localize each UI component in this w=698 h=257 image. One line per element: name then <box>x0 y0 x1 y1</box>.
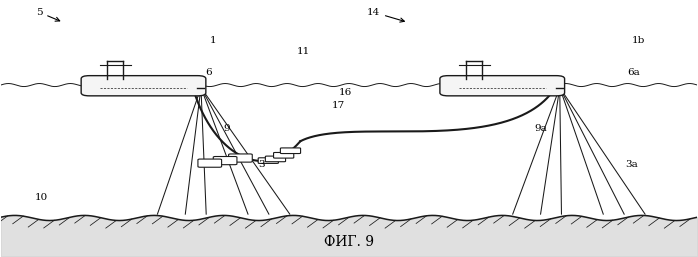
Text: ФИГ. 9: ФИГ. 9 <box>324 235 374 249</box>
Text: 10: 10 <box>34 193 47 202</box>
FancyBboxPatch shape <box>281 148 301 153</box>
FancyBboxPatch shape <box>198 159 221 167</box>
Text: 14: 14 <box>366 8 404 22</box>
FancyBboxPatch shape <box>214 157 237 165</box>
FancyBboxPatch shape <box>228 154 252 162</box>
Text: 9a: 9a <box>534 124 547 133</box>
FancyBboxPatch shape <box>258 158 279 163</box>
Text: 16: 16 <box>339 88 352 97</box>
Text: 11: 11 <box>297 47 311 56</box>
Text: 5: 5 <box>36 8 60 21</box>
FancyBboxPatch shape <box>265 156 285 162</box>
Text: 17: 17 <box>332 101 346 110</box>
Text: 1b: 1b <box>632 36 645 45</box>
FancyBboxPatch shape <box>440 76 565 96</box>
FancyBboxPatch shape <box>274 152 294 158</box>
Text: 3: 3 <box>259 160 265 169</box>
Text: 3a: 3a <box>625 160 637 169</box>
Text: 6a: 6a <box>627 68 639 77</box>
FancyBboxPatch shape <box>81 76 206 96</box>
Text: 9: 9 <box>224 124 230 133</box>
Text: 6: 6 <box>205 68 211 77</box>
Text: 1: 1 <box>210 36 216 45</box>
